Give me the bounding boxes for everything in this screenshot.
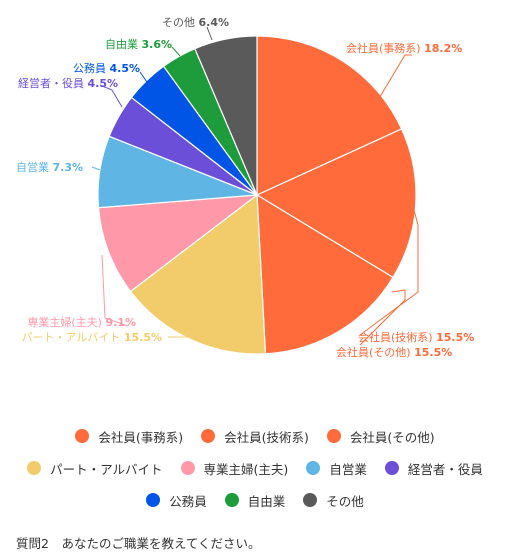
slice-label-name: その他 [162,16,199,29]
legend-row: パート・アルバイト 専業主婦(主夫) 自営業 経営者・役員 [0,452,510,484]
slice-label-name: 自営業 [16,160,53,174]
slice-label: その他 6.4% [162,16,229,29]
legend-swatch [224,493,239,507]
legend-swatch [201,429,216,443]
slice-leader-line [171,46,181,57]
slice-label-value: 4.5% [88,77,119,90]
slice-label: 会社員(その他) 15.5% [336,345,452,359]
pie-slice [97,194,259,293]
legend-swatch [384,461,399,475]
slice-label-value: 15.5% [414,346,452,359]
slice-label-name: パート・アルバイト [21,331,123,344]
slice-label: 会社員(事務系) 18.2% [346,41,462,55]
legend-item[interactable]: 会社員(その他) [326,427,435,446]
legend-label: 自由業 [247,493,286,509]
slice-label: 自営業 7.3% [16,160,83,174]
pie-slice [255,128,417,279]
legend-label: 経営者・役員 [407,461,483,477]
legend-swatch [27,461,42,475]
slice-label-value: 3.6% [142,38,173,51]
pie-slice [194,35,258,196]
slice-label-value: 7.3% [53,161,84,174]
slice-label: パート・アルバイト 15.5% [21,331,162,344]
slice-leader-line [377,54,412,101]
slice-leader-line [206,26,213,41]
legend-label: 公務員 [169,493,207,509]
legend-label: 自営業 [329,461,367,477]
slice-label-name: 会社員(事務系) [346,41,424,55]
legend-swatch [326,429,341,443]
slice-label: 公務員 4.5% [73,61,140,75]
slice-label-name: 会社員(その他) [336,345,414,359]
slice-leader-line [99,84,123,108]
legend-item[interactable]: 経営者・役員 [384,459,483,478]
slice-label-value: 18.2% [424,42,462,55]
legend-swatch [306,461,321,475]
legend-item[interactable]: その他 [303,491,364,510]
slice-label-value: 15.5% [436,331,474,344]
legend-item[interactable]: 会社員(事務系) [75,427,183,446]
slice-label-name: 専業主婦(主夫) [27,315,105,329]
chart-legend: 会社員(事務系) 会社員(技術系) 会社員(その他) パート・アルバイト 専業主婦(主夫… [0,420,510,516]
pie-slice [256,35,403,196]
slice-label-value: 4.5% [109,62,140,75]
question-caption: 質問2 あなたのご職業を教えてください。 [16,536,261,551]
slice-label-name: 公務員 [73,61,110,75]
slice-label: 会社員(技術系) 15.5% [358,330,474,344]
legend-item[interactable]: パート・アルバイト [27,459,163,478]
legend-label: その他 [326,493,364,509]
slice-label: 経営者・役員 4.5% [18,76,118,90]
slice-label-value: 9.1% [105,316,136,329]
legend-item[interactable]: 自由業 [224,491,286,510]
legend-label: 専業主婦(主夫) [203,461,289,477]
pie-slice [256,193,394,355]
slice-label: 自由業 3.6% [105,37,172,51]
slice-label-name: 自由業 [105,37,142,51]
slice-label-name: 経営者・役員 [18,76,88,90]
slice-leader-line [359,209,419,336]
legend-label: 会社員(その他) [349,429,435,445]
legend-label: パート・アルバイト [50,461,163,477]
pie-slice [129,193,267,355]
legend-swatch [303,493,318,507]
pie-chart: 会社員(事務系) 18.2% 会社員(技術系) 15.5% 会社員(その他) 15.… [16,16,474,359]
legend-row: 会社員(事務系) 会社員(技術系) 会社員(その他) [0,420,510,452]
slice-leader-line [101,254,129,327]
slice-label-value: 15.5% [124,331,162,344]
slice-leader-line [359,289,406,346]
slice-leader-line [168,318,193,338]
legend-swatch [146,493,161,507]
slice-label-name: 会社員(技術系) [358,330,436,344]
slice-label: 専業主婦(主夫) 9.1% [27,315,136,329]
legend-label: 会社員(技術系) [224,429,309,445]
legend-item[interactable]: 専業主婦(主夫) [180,459,289,478]
legend-item[interactable]: 公務員 [146,491,207,510]
legend-swatch [75,429,90,443]
legend-item[interactable]: 会社員(技術系) [201,427,309,446]
slice-leader-line [91,166,101,171]
pie-chart-svg: 会社員(事務系) 18.2%会社員(技術系) 15.5%会社員(その他) 15.… [16,16,474,359]
legend-swatch [180,461,195,475]
legend-label: 会社員(事務系) [98,429,184,445]
slice-leader-line [139,71,150,86]
slice-label-value: 6.4% [199,16,230,29]
legend-item[interactable]: 自営業 [306,459,367,478]
legend-row: 公務員 自由業 その他 [0,484,510,516]
